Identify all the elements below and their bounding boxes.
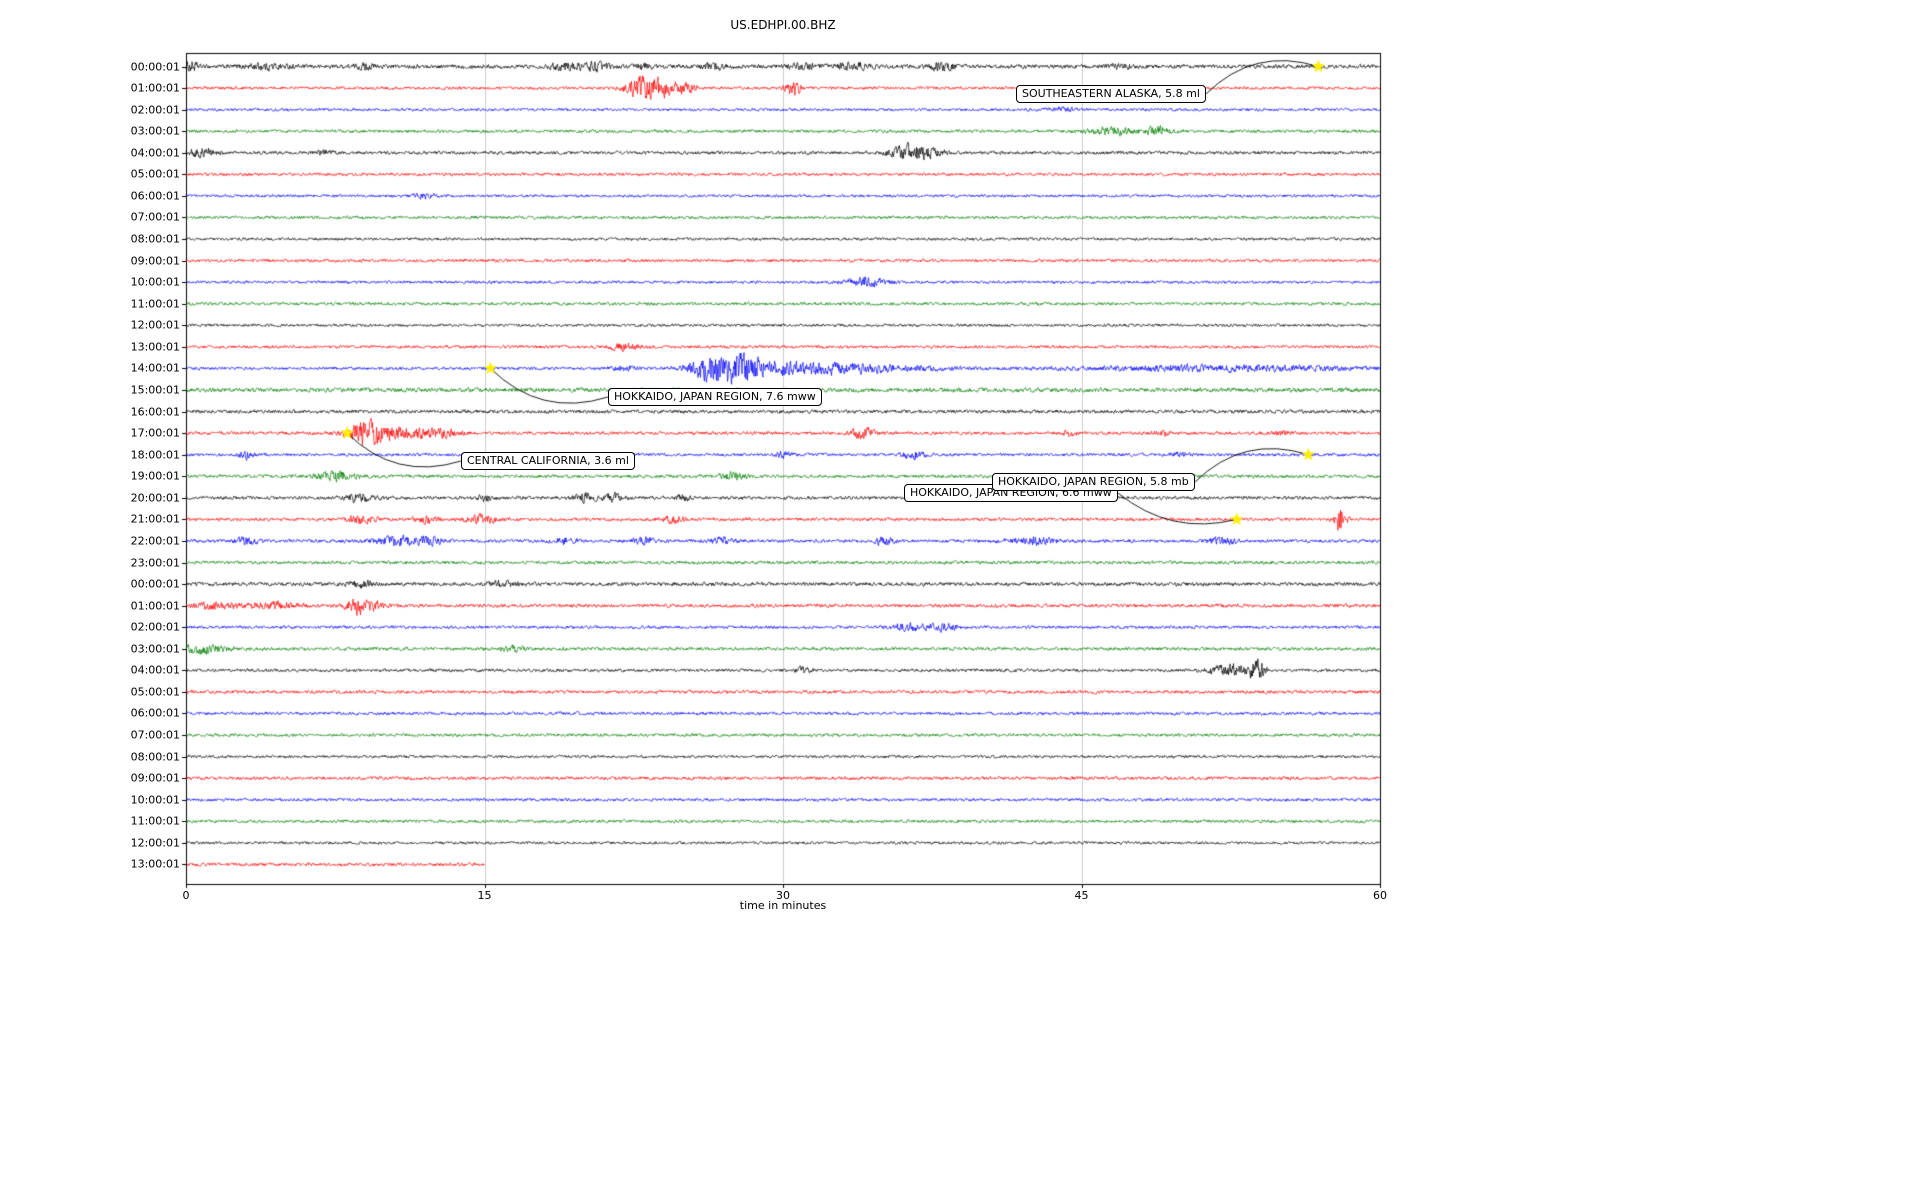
row-time-label: 02:00:01 bbox=[130, 620, 180, 634]
row-time-label: 04:00:01 bbox=[130, 146, 180, 160]
row-time-label: 03:00:01 bbox=[130, 124, 180, 138]
row-time-label: 06:00:01 bbox=[130, 706, 180, 720]
row-time-label: 22:00:01 bbox=[130, 534, 180, 548]
row-time-label: 07:00:01 bbox=[130, 210, 180, 224]
x-tick-label: 15 bbox=[477, 889, 492, 902]
row-time-label: 05:00:01 bbox=[130, 685, 180, 699]
x-tick-label: 45 bbox=[1074, 889, 1089, 902]
row-time-label: 12:00:01 bbox=[130, 836, 180, 850]
row-time-label: 02:00:01 bbox=[130, 103, 180, 117]
row-time-label: 18:00:01 bbox=[130, 448, 180, 462]
row-time-label: 15:00:01 bbox=[130, 383, 180, 397]
event-annotation: HOKKAIDO, JAPAN REGION, 7.6 mww bbox=[608, 388, 822, 406]
row-time-label: 06:00:01 bbox=[130, 189, 180, 203]
row-time-label: 16:00:01 bbox=[130, 405, 180, 419]
x-tick-label: 0 bbox=[182, 889, 190, 902]
x-tick-label: 60 bbox=[1373, 889, 1387, 902]
row-time-label: 23:00:01 bbox=[130, 556, 180, 570]
row-time-label: 01:00:01 bbox=[130, 599, 180, 613]
row-time-label: 00:00:01 bbox=[130, 577, 180, 591]
row-time-label: 14:00:01 bbox=[130, 361, 180, 375]
x-axis-label: time in minutes bbox=[739, 899, 827, 912]
row-time-label: 08:00:01 bbox=[130, 750, 180, 764]
row-time-label: 03:00:01 bbox=[130, 642, 180, 656]
row-time-label: 21:00:01 bbox=[130, 512, 180, 526]
row-time-label: 10:00:01 bbox=[130, 275, 180, 289]
event-annotation: HOKKAIDO, JAPAN REGION, 5.8 mb bbox=[992, 473, 1195, 491]
row-time-label: 10:00:01 bbox=[130, 793, 180, 807]
row-time-label: 09:00:01 bbox=[130, 254, 180, 268]
x-tick-label: 30 bbox=[776, 889, 790, 902]
row-time-label: 20:00:01 bbox=[130, 491, 180, 505]
row-time-label: 04:00:01 bbox=[130, 663, 180, 677]
row-time-label: 09:00:01 bbox=[130, 771, 180, 785]
row-time-label: 13:00:01 bbox=[130, 857, 180, 871]
row-time-label: 19:00:01 bbox=[130, 469, 180, 483]
row-time-label: 13:00:01 bbox=[130, 340, 180, 354]
row-time-label: 00:00:01 bbox=[130, 60, 180, 73]
row-time-label: 11:00:01 bbox=[130, 814, 180, 828]
event-annotation: SOUTHEASTERN ALASKA, 5.8 ml bbox=[1016, 85, 1206, 103]
event-annotation: CENTRAL CALIFORNIA, 3.6 ml bbox=[461, 452, 635, 470]
row-time-label: 05:00:01 bbox=[130, 167, 180, 181]
row-time-label: 08:00:01 bbox=[130, 232, 180, 246]
row-time-label: 17:00:01 bbox=[130, 426, 180, 440]
row-time-label: 01:00:01 bbox=[130, 81, 180, 95]
row-time-label: 11:00:01 bbox=[130, 297, 180, 311]
row-time-label: 07:00:01 bbox=[130, 728, 180, 742]
row-time-label: 12:00:01 bbox=[130, 318, 180, 332]
